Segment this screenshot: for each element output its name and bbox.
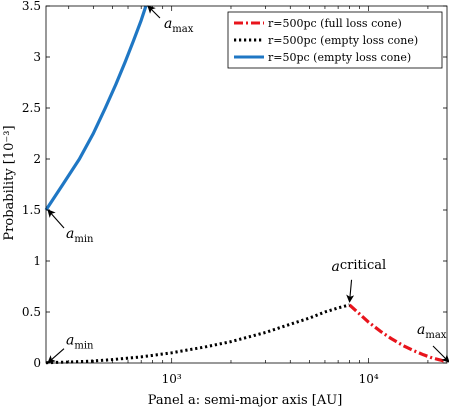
- y-axis-label: Probability [10⁻³]: [2, 125, 17, 240]
- y-tick-label: 2: [33, 152, 41, 166]
- series-line-r-500pc-full-loss-cone: [348, 303, 448, 364]
- plot-frame: [45, 5, 448, 364]
- legend: r=500pc (full loss cone) r=500pc (empty l…: [227, 11, 443, 69]
- series-line-r-500pc-empty-loss-cone: [45, 303, 350, 365]
- legend-box: [227, 11, 443, 69]
- y-tick-label: 3: [33, 50, 41, 64]
- legend-label-r-50pc-empty-loss-cone: r=50pc (empty loss cone): [268, 51, 411, 64]
- y-tick-label: 1.5: [22, 203, 41, 217]
- y-tick-label: 0: [33, 356, 41, 370]
- x-tick-label: 10³: [162, 372, 182, 386]
- annotation-min: amin: [66, 226, 94, 245]
- ticks-layer: 0 0.5 1 1.5 2 2.5 3 3.5 10³ 10⁴: [22, 0, 447, 386]
- annotation-max: amax: [417, 322, 447, 341]
- annotation-arrow: [47, 348, 65, 364]
- y-tick-label: 3.5: [22, 0, 41, 13]
- annotation-arrow: [432, 345, 449, 363]
- annotation-critical: acritical: [332, 258, 387, 275]
- annotation-min: amin: [66, 333, 94, 352]
- y-tick-label: 2.5: [22, 101, 41, 115]
- annotation-arrow: [346, 279, 355, 303]
- y-tick-label: 0.5: [22, 305, 41, 319]
- x-tick-label: 10⁴: [359, 372, 379, 386]
- series-layer: [44, 5, 448, 365]
- annotation-arrow: [47, 209, 65, 229]
- x-axis-label: Panel a: semi-major axis [AU]: [148, 393, 343, 408]
- annotation-max: amax: [164, 16, 194, 35]
- y-tick-label: 1: [33, 254, 41, 268]
- series-line-r-50pc-empty-loss-cone: [44, 5, 148, 211]
- legend-label-r-500pc-full-loss-cone: r=500pc (full loss cone): [268, 17, 402, 30]
- annotation-arrow: [147, 5, 161, 19]
- annotation-layer: amax amin amin acritical amax: [47, 5, 449, 364]
- legend-label-r-500pc-empty-loss-cone: r=500pc (empty loss cone): [268, 34, 418, 47]
